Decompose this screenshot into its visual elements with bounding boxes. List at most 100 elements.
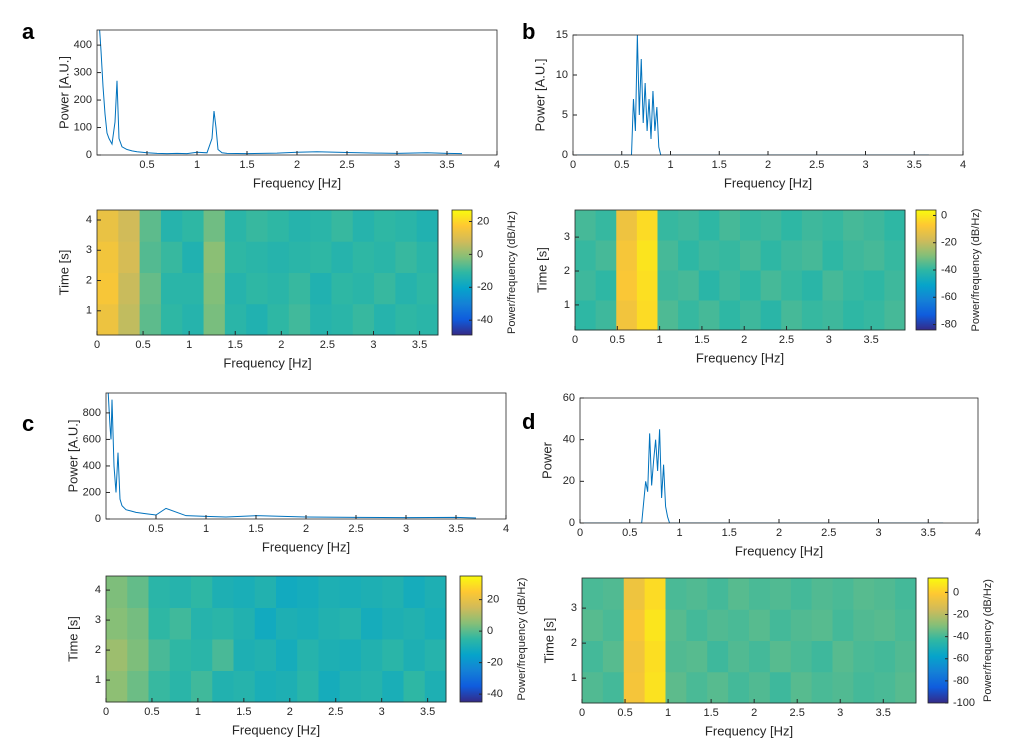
x-tick-label: 1 bbox=[657, 334, 663, 346]
spectrogram-cell bbox=[832, 578, 854, 610]
spectrogram-cell bbox=[318, 639, 341, 671]
x-tick-label: 3 bbox=[379, 706, 385, 718]
spectrogram-cell bbox=[749, 578, 771, 610]
spectrogram-cell bbox=[416, 210, 439, 242]
colorbar-tick-label: 0 bbox=[953, 586, 959, 598]
spectrogram-cell bbox=[698, 210, 720, 241]
spectrogram-cell bbox=[139, 241, 162, 273]
spectrogram-cell bbox=[191, 576, 213, 608]
spectrogram-cell bbox=[769, 671, 792, 704]
plot-area bbox=[97, 30, 497, 155]
y-tick-label: 1 bbox=[571, 672, 577, 684]
spectrogram-cell bbox=[254, 607, 277, 640]
y-tick-label: 2 bbox=[95, 644, 101, 656]
spectrogram-cell bbox=[801, 210, 823, 241]
y-tick-label: 0 bbox=[562, 149, 568, 161]
spectrogram-cell bbox=[169, 576, 192, 608]
x-tick-label: 0.5 bbox=[610, 334, 625, 346]
spectrogram-cell bbox=[707, 640, 729, 673]
spectrogram-cell bbox=[127, 607, 149, 640]
spectrogram-cell bbox=[118, 272, 141, 305]
x-tick-label: 2.5 bbox=[809, 159, 824, 171]
y-tick-label: 3 bbox=[95, 614, 101, 626]
spectrogram-cell bbox=[191, 607, 213, 640]
spectrogram-cell bbox=[224, 241, 247, 273]
plot-area bbox=[580, 398, 978, 523]
x-tick-label: 1.5 bbox=[228, 339, 243, 351]
spectrogram-cell bbox=[602, 578, 625, 610]
axes-box bbox=[581, 577, 917, 704]
spectrogram-cell bbox=[382, 607, 404, 640]
colorbar bbox=[451, 209, 473, 336]
spectrum-line bbox=[580, 429, 944, 523]
colorbar-tick-label: 0 bbox=[487, 625, 493, 637]
x-axis-label: Frequency [Hz] bbox=[223, 355, 311, 370]
x-tick-label: 1 bbox=[667, 159, 673, 171]
spectrogram-cell bbox=[169, 670, 192, 703]
spectrogram-cell bbox=[403, 576, 426, 608]
x-tick-label: 0 bbox=[577, 527, 583, 539]
spectrogram-cell bbox=[790, 578, 813, 610]
spectrogram-cell bbox=[288, 272, 311, 305]
spectrogram-cell bbox=[246, 210, 268, 242]
spectrogram-cell bbox=[395, 272, 418, 305]
spectrogram-cell bbox=[623, 609, 646, 641]
spectrum-line bbox=[573, 35, 929, 155]
x-tick-label: 2 bbox=[294, 159, 300, 171]
spectrogram-cell bbox=[686, 640, 708, 673]
spectrogram-cell bbox=[361, 639, 383, 671]
x-tick-label: 1.5 bbox=[703, 707, 718, 719]
spectrogram-cell bbox=[118, 241, 141, 273]
spectrogram-cell bbox=[582, 671, 604, 704]
x-tick-label: 2 bbox=[278, 339, 284, 351]
spectrogram-cell bbox=[665, 578, 687, 610]
spectrogram-cell bbox=[118, 210, 141, 242]
spectrogram-cell bbox=[863, 300, 885, 331]
spectrogram-cell bbox=[374, 241, 396, 273]
colorbar-tick-label: -60 bbox=[953, 653, 969, 665]
x-tick-label: 3.5 bbox=[448, 523, 463, 535]
spectrogram-cell bbox=[127, 670, 149, 703]
spectrogram-cell bbox=[575, 240, 597, 271]
spectrogram-cell bbox=[582, 640, 604, 673]
x-tick-label: 2 bbox=[776, 527, 782, 539]
spectrogram-cell bbox=[769, 578, 792, 610]
spectrogram-cell bbox=[267, 272, 290, 305]
spectrogram-cell bbox=[843, 210, 865, 241]
x-tick-label: 0.5 bbox=[622, 527, 637, 539]
spectrogram-cell bbox=[595, 210, 617, 241]
spectrogram-cell bbox=[644, 578, 666, 610]
x-tick-label: 3.5 bbox=[921, 527, 936, 539]
spectrogram-cell bbox=[169, 607, 192, 640]
colorbar-tick-label: -20 bbox=[941, 237, 957, 249]
spectrogram-cell bbox=[575, 210, 597, 241]
spectrogram-cell bbox=[874, 578, 896, 610]
spectrogram-cell bbox=[678, 210, 700, 241]
y-axis-label: Time [s] bbox=[534, 247, 549, 293]
spectrogram-cell bbox=[224, 303, 247, 336]
spectrogram-cell bbox=[707, 578, 729, 610]
spectrogram-cell bbox=[318, 670, 341, 703]
spectrogram-cell bbox=[212, 639, 234, 671]
y-tick-label: 20 bbox=[563, 475, 575, 487]
spectrogram-cell bbox=[403, 607, 426, 640]
spectrogram-cell bbox=[853, 671, 875, 704]
spectrogram-cell bbox=[97, 241, 119, 273]
colorbar-tick-label: -80 bbox=[941, 318, 957, 330]
spectrogram-cell bbox=[616, 300, 638, 331]
spectrogram-cell bbox=[254, 576, 277, 608]
spectrogram-cell bbox=[698, 240, 720, 271]
x-tick-label: 0 bbox=[579, 707, 585, 719]
spectrogram-cell bbox=[424, 670, 447, 703]
plot-area bbox=[106, 393, 506, 519]
y-axis-label: Time [s] bbox=[541, 618, 556, 664]
y-tick-label: 400 bbox=[83, 460, 101, 472]
spectrogram-cell bbox=[182, 303, 205, 336]
y-tick-label: 200 bbox=[83, 486, 101, 498]
y-tick-label: 2 bbox=[571, 637, 577, 649]
spectrogram-cell bbox=[254, 670, 277, 703]
spectrogram-cell bbox=[698, 300, 720, 331]
spectrogram-cell bbox=[148, 607, 171, 640]
y-axis-label: Power bbox=[539, 441, 554, 479]
y-tick-label: 800 bbox=[83, 407, 101, 419]
